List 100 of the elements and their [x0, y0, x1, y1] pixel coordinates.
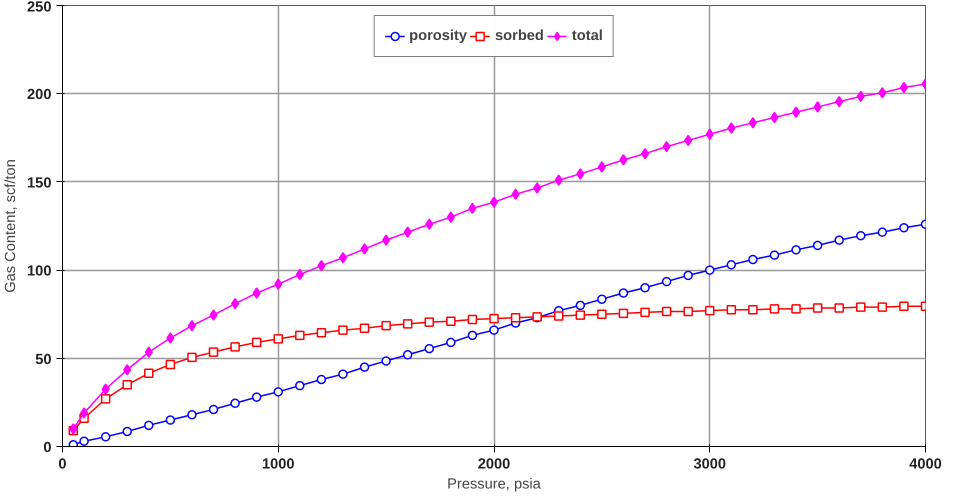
- point: [295, 330, 305, 340]
- point: [834, 235, 844, 245]
- point: [79, 436, 89, 446]
- point: [899, 223, 909, 233]
- point: [360, 324, 370, 334]
- point: [123, 364, 132, 376]
- point: [338, 369, 348, 379]
- point: [252, 338, 262, 348]
- point: [640, 308, 650, 318]
- legend-label: porosity: [409, 28, 468, 44]
- point: [834, 303, 844, 313]
- point: [230, 342, 240, 352]
- point: [727, 122, 736, 134]
- point: [618, 288, 628, 298]
- point: [424, 344, 434, 354]
- point: [316, 374, 326, 384]
- point: [770, 112, 779, 124]
- point: [576, 168, 584, 180]
- point: [122, 426, 132, 436]
- y-tick-label: 0: [43, 440, 52, 456]
- point: [425, 218, 434, 230]
- point: [576, 300, 586, 310]
- point: [597, 294, 607, 304]
- point: [640, 283, 650, 292]
- point: [706, 128, 714, 140]
- point: [748, 305, 758, 315]
- point: [683, 270, 693, 280]
- point: [683, 306, 693, 316]
- point: [748, 254, 758, 264]
- y-tick-label: 100: [27, 264, 52, 280]
- point: [188, 320, 196, 332]
- point: [360, 243, 369, 255]
- point: [446, 338, 456, 348]
- point: [770, 250, 780, 260]
- point: [100, 394, 110, 404]
- x-tick-label: 3000: [693, 456, 726, 472]
- legend-label: total: [572, 28, 603, 44]
- point: [705, 306, 714, 316]
- point: [554, 311, 564, 321]
- point: [662, 306, 672, 316]
- point: [338, 325, 348, 335]
- point: [640, 148, 650, 160]
- point: [684, 134, 692, 146]
- point: [100, 432, 110, 442]
- point: [208, 347, 218, 357]
- point: [490, 196, 498, 208]
- point: [878, 87, 886, 99]
- y-tick-label: 150: [27, 175, 52, 192]
- point: [296, 268, 304, 280]
- point: [489, 325, 499, 335]
- point: [856, 90, 865, 102]
- point: [404, 226, 412, 238]
- point: [252, 392, 262, 402]
- point: [878, 302, 888, 312]
- point: [770, 304, 780, 314]
- point: [144, 346, 153, 358]
- y-tick-label: 250: [27, 0, 52, 16]
- point: [899, 302, 909, 312]
- point: [446, 211, 455, 223]
- point: [402, 319, 412, 329]
- point: [726, 305, 736, 315]
- x-tick-label: 2000: [478, 456, 510, 472]
- point: [316, 328, 326, 338]
- x-tick-label: 1000: [262, 456, 295, 472]
- point: [80, 407, 88, 419]
- point: [791, 304, 801, 314]
- point: [274, 278, 282, 290]
- point: [748, 117, 757, 129]
- point: [144, 420, 154, 430]
- point: [187, 352, 197, 362]
- point: [69, 423, 78, 435]
- point: [209, 309, 218, 321]
- point: [295, 380, 305, 390]
- point: [726, 260, 736, 270]
- point: [856, 230, 866, 240]
- point: [468, 202, 477, 214]
- point: [619, 154, 628, 166]
- point: [792, 106, 800, 118]
- point: [812, 303, 822, 313]
- point: [468, 314, 478, 324]
- point: [662, 140, 671, 152]
- point: [510, 312, 520, 322]
- point: [618, 308, 628, 318]
- point: [382, 234, 390, 246]
- point: [554, 174, 563, 186]
- point: [208, 404, 218, 414]
- legend-label: sorbed: [495, 28, 544, 44]
- point: [102, 383, 110, 395]
- point: [402, 350, 412, 360]
- point: [856, 302, 866, 312]
- point: [900, 82, 908, 94]
- point: [597, 309, 607, 319]
- point: [791, 245, 801, 255]
- point: [381, 356, 391, 366]
- point: [317, 260, 326, 272]
- point: [835, 96, 844, 108]
- point: [424, 317, 434, 327]
- point: [252, 287, 261, 299]
- x-tick-label: 0: [58, 456, 67, 472]
- point: [511, 188, 520, 200]
